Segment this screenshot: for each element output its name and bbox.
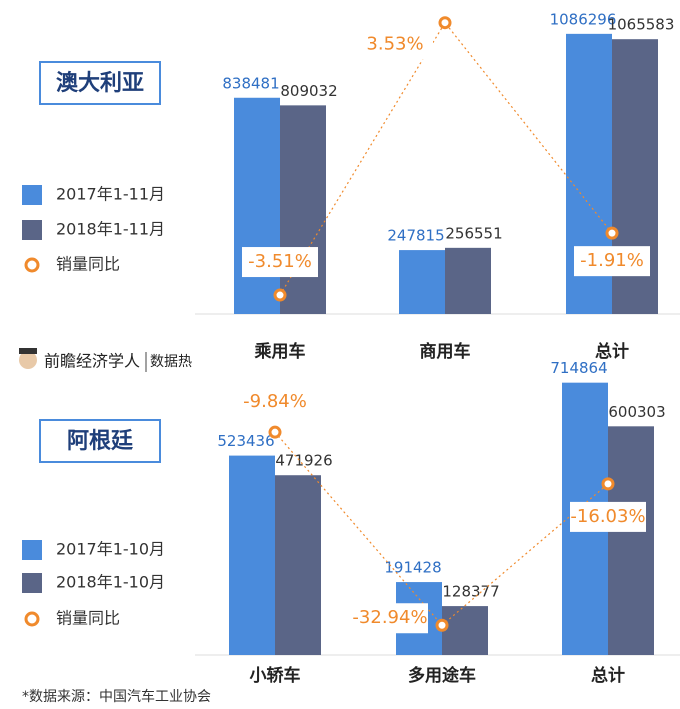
bar	[445, 247, 491, 314]
brand-icon	[19, 351, 37, 369]
source-note: *数据来源：中国汽车工业协会	[22, 688, 211, 705]
x-tick-label: 总计	[591, 665, 625, 686]
bar-value-label: 600303	[608, 403, 665, 421]
growth-label: -16.03%	[570, 506, 645, 527]
legend-label: 2018年1-10月	[56, 573, 165, 592]
growth-label-box	[570, 501, 646, 532]
bar-value-label: 523436	[217, 432, 274, 450]
growth-label-box	[574, 246, 650, 277]
brand-name: 前瞻经济学人	[44, 352, 140, 371]
legend-swatch	[22, 540, 42, 560]
bar-value-label: 256551	[445, 224, 502, 242]
bar-value-label: 247815	[387, 227, 444, 245]
brand-icon-hair	[19, 348, 37, 354]
bar	[280, 105, 326, 314]
growth-label: -9.84%	[243, 391, 307, 412]
bar-value-label: 1065583	[608, 16, 675, 34]
x-tick-label: 乘用车	[254, 341, 306, 362]
region-title: 阿根廷	[67, 429, 134, 454]
legend-swatch	[22, 220, 42, 240]
region-box	[39, 61, 161, 105]
growth-label-box	[352, 603, 428, 634]
x-tick-label: 多用途车	[408, 665, 476, 686]
bar	[234, 97, 280, 314]
x-tick-label: 商用车	[420, 341, 471, 362]
region-title: 澳大利亚	[56, 70, 144, 96]
growth-point	[601, 477, 615, 491]
legend-swatch	[22, 573, 42, 593]
legend-label: 2017年1-10月	[56, 540, 165, 559]
brand: 前瞻经济学人 数据热	[19, 348, 192, 372]
bar-value-label: 1086296	[550, 10, 617, 28]
legend-marker	[24, 611, 40, 627]
growth-label: 3.53%	[366, 34, 423, 55]
bar-value-label: 128377	[442, 583, 499, 601]
bar-value-label: 191428	[384, 559, 441, 577]
growth-label-box	[357, 29, 433, 60]
bar	[608, 426, 654, 655]
legend-label: 2018年1-11月	[56, 220, 165, 239]
growth-point	[268, 425, 282, 439]
bar	[442, 606, 488, 655]
bar-value-label: 809032	[280, 82, 337, 100]
growth-point	[438, 16, 452, 30]
bar-value-label: 714864	[550, 359, 607, 377]
legend-label: 2017年1-11月	[56, 185, 165, 204]
growth-label-box	[242, 247, 318, 278]
bar-value-label: 471926	[275, 452, 332, 470]
growth-label: -32.94%	[352, 607, 427, 628]
growth-point	[435, 618, 449, 632]
growth-line	[279, 21, 613, 296]
brand-tag: 数据热	[150, 354, 192, 370]
growth-label: -3.51%	[248, 251, 312, 272]
growth-label-box	[237, 387, 313, 418]
legend-marker	[24, 257, 40, 273]
legend-label: 销量同比	[56, 609, 120, 628]
legend-swatch	[22, 185, 42, 205]
region-box	[39, 419, 161, 463]
legend-label: 销量同比	[56, 255, 120, 274]
x-tick-label: 小轿车	[250, 665, 301, 686]
bar	[399, 250, 445, 314]
growth-point	[273, 288, 287, 302]
growth-label: -1.91%	[580, 250, 644, 271]
x-tick-label: 总计	[595, 341, 629, 362]
bar-value-label: 838481	[222, 74, 279, 92]
growth-point	[605, 226, 619, 240]
bar	[229, 455, 275, 655]
bar	[275, 475, 321, 655]
